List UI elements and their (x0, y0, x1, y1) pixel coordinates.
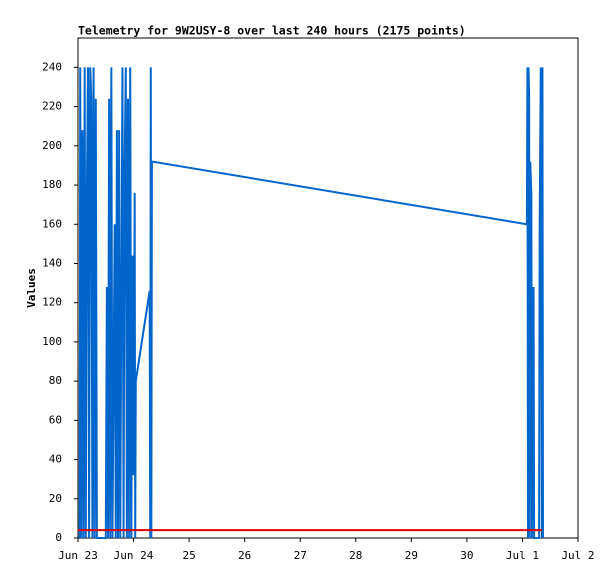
y-tick-label: 80 (49, 374, 62, 387)
y-tick-label: 120 (42, 296, 62, 309)
y-tick-label: 180 (42, 178, 62, 191)
y-tick-label: 160 (42, 217, 62, 230)
y-tick-label: 220 (42, 100, 62, 113)
series-line (78, 67, 544, 539)
x-tick-label: 29 (405, 549, 418, 562)
x-tick-label: 30 (460, 549, 473, 562)
y-tick-label: 140 (42, 256, 62, 269)
y-axis-label: Values (25, 268, 38, 308)
y-tick-label: 40 (49, 453, 62, 466)
y-tick-label: 200 (42, 139, 62, 152)
chart-title: Telemetry for 9W2USY-8 over last 240 hou… (78, 24, 466, 38)
x-tick-label: Jul 2 (561, 549, 594, 562)
y-tick-label: 100 (42, 335, 62, 348)
y-tick-label: 240 (42, 60, 62, 73)
x-tick-label: 26 (238, 549, 251, 562)
y-tick-label: 60 (49, 413, 62, 426)
y-tick-label: 20 (49, 492, 62, 505)
x-tick-label: Jun 23 (58, 549, 98, 562)
x-tick-label: Jul 1 (506, 549, 539, 562)
y-tick-label: 0 (55, 531, 62, 544)
x-tick-label: 25 (182, 549, 195, 562)
x-tick-label: Jun 24 (114, 549, 154, 562)
plot-frame (77, 37, 579, 539)
x-tick-label: 27 (294, 549, 307, 562)
x-tick-label: 28 (349, 549, 362, 562)
